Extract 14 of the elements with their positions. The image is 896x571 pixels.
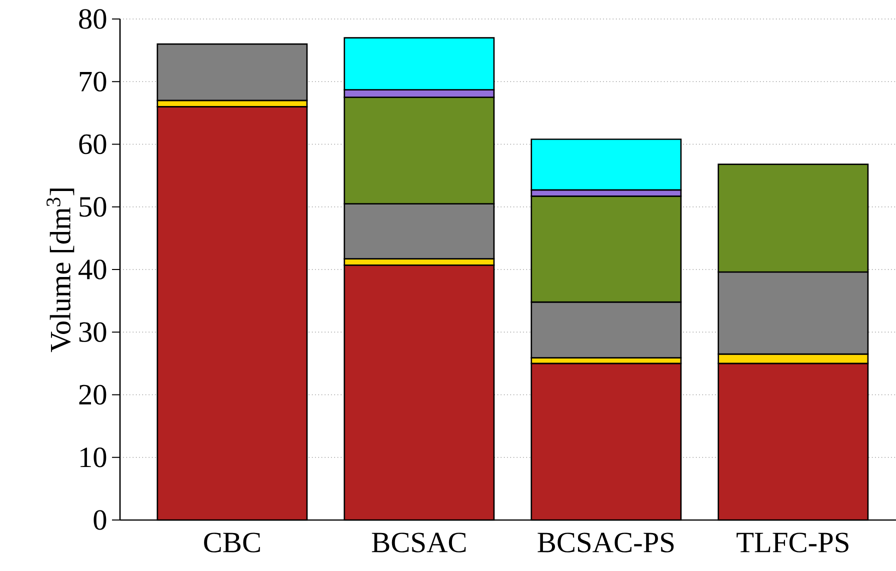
y-tick-label: 60 [79,134,106,154]
y-axis-title: Volume [dm$^{3}$] [46,188,74,352]
x-tick-label: BCSAC-PS [538,532,674,552]
y-tick-label: 50 [80,196,106,217]
y-tick-label: 10 [80,447,106,468]
y-tick-label: 30 [79,322,106,342]
x-tick-label: TLFC-PS [736,532,848,552]
y-tick-label: 80 [79,9,106,29]
y-tick-label: 40 [78,260,106,280]
x-tick-label: BCSAC [372,532,466,552]
y-tick-label: 70 [80,72,106,92]
x-tick-label: CBC [204,532,260,552]
y-tick-label: 20 [79,384,106,405]
y-tick-label: 0 [94,510,106,530]
